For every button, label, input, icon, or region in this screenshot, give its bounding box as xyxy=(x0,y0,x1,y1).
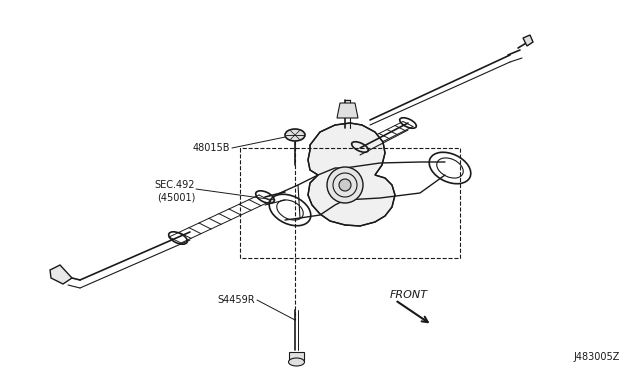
Polygon shape xyxy=(308,123,395,226)
Polygon shape xyxy=(289,352,304,360)
Circle shape xyxy=(339,179,351,191)
Text: 48015B: 48015B xyxy=(193,143,230,153)
Text: FRONT: FRONT xyxy=(390,290,428,300)
Polygon shape xyxy=(523,35,533,46)
Text: S4459R: S4459R xyxy=(218,295,255,305)
Ellipse shape xyxy=(289,358,305,366)
Circle shape xyxy=(327,167,363,203)
Polygon shape xyxy=(50,265,72,284)
Text: SEC.492: SEC.492 xyxy=(154,180,195,190)
Text: (45001): (45001) xyxy=(157,192,195,202)
Ellipse shape xyxy=(285,129,305,141)
Polygon shape xyxy=(337,103,358,118)
Text: J483005Z: J483005Z xyxy=(573,352,620,362)
